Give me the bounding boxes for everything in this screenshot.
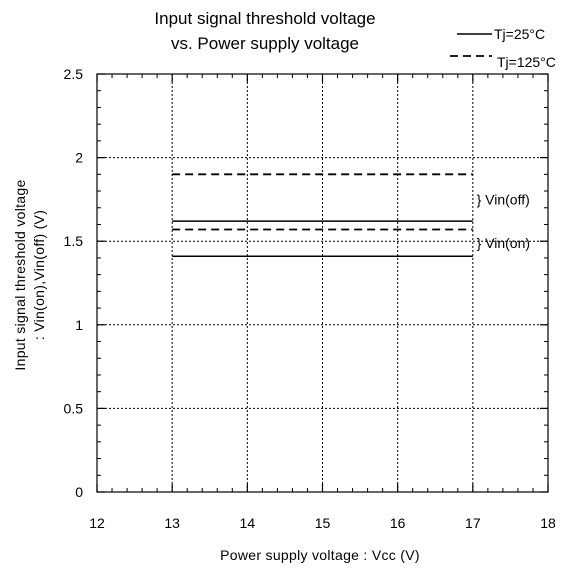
y-tick-label: 2.5 [64, 66, 84, 82]
y-tick-label: 1.5 [64, 233, 84, 249]
x-tick-label: 16 [390, 515, 406, 531]
grid [97, 74, 548, 492]
y-tick-label: 1 [75, 317, 83, 333]
annotation-label-0: } Vin(off) [477, 191, 530, 207]
legend-label-tj125: Tj=125°C [497, 54, 556, 70]
x-tick-label: 18 [540, 515, 556, 531]
tick-labels: 12 13 14 15 16 17 18 0 0.5 1 1.5 2 2.5 [64, 66, 556, 531]
x-tick-label: 14 [240, 515, 256, 531]
x-tick-label: 13 [164, 515, 180, 531]
legend-label-tj25: Tj=25°C [494, 26, 545, 42]
x-axis-label: Power supply voltage : Vcc (V) [220, 547, 420, 563]
legend: Tj=25°C Tj=125°C [450, 26, 556, 70]
y-tick-label: 0.5 [64, 400, 84, 416]
y-axis-label-line-2: : Vin(on),Vin(off) (V) [31, 210, 47, 340]
annotations: } Vin(off) } Vin(on) [477, 191, 530, 250]
y-tick-label: 0 [75, 484, 83, 500]
y-tick-label: 2 [75, 150, 83, 166]
x-tick-label: 15 [315, 515, 331, 531]
annotation-label-1: } Vin(on) [477, 235, 530, 251]
x-tick-label: 12 [89, 515, 105, 531]
y-axis-label: Input signal threshold voltage : Vin(on)… [12, 179, 47, 370]
chart-title-line-1: Input signal threshold voltage [154, 9, 375, 28]
series [172, 173, 473, 257]
x-tick-label: 17 [465, 515, 481, 531]
chart-title-line-2: vs. Power supply voltage [171, 34, 359, 53]
y-axis-label-line-1: Input signal threshold voltage [12, 179, 28, 370]
axis-ticks [96, 73, 549, 493]
